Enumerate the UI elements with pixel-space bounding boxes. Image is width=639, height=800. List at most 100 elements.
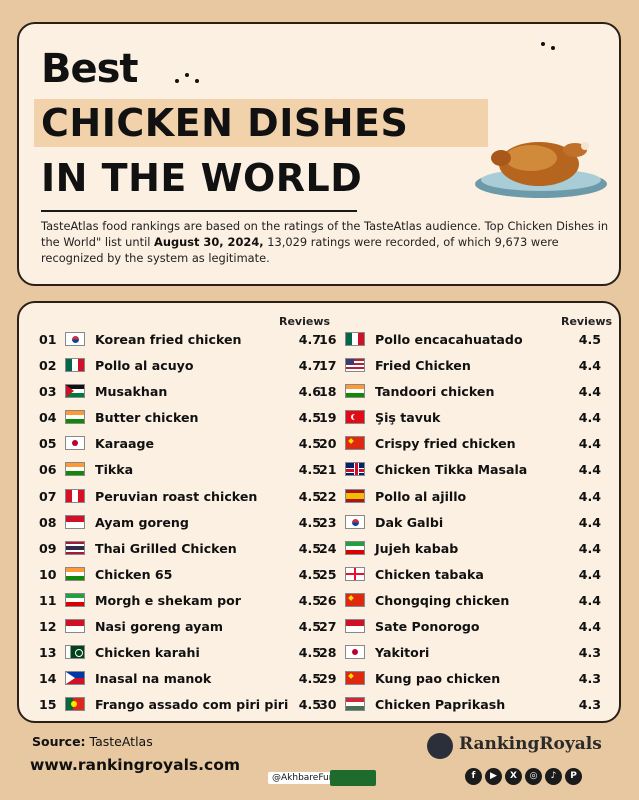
channel-logo-icon	[330, 770, 376, 786]
ranking-row: 09 Thai Grilled Chicken 4.5	[39, 536, 321, 562]
rank-number: 24	[319, 540, 337, 556]
dish-name: Pollo al ajillo	[375, 488, 467, 504]
rank-number: 28	[319, 645, 337, 661]
ranking-row: 07 Peruvian roast chicken 4.5	[39, 484, 321, 510]
review-score: 4.5	[578, 332, 601, 347]
facebook-icon[interactable]: f	[465, 768, 482, 785]
rank-number: 03	[39, 384, 57, 400]
dish-name: Dak Galbi	[375, 514, 444, 530]
dish-name: Tandoori chicken	[375, 384, 495, 400]
review-score: 4.4	[578, 592, 601, 608]
review-score: 4.5	[298, 592, 321, 608]
country-flag-icon	[345, 358, 365, 373]
dish-name: Musakhan	[95, 384, 168, 400]
country-flag-icon	[65, 436, 85, 451]
review-score: 4.5	[298, 619, 321, 635]
rank-number: 04	[39, 410, 57, 426]
social-icons: f ▶ X ◎ ♪ P	[465, 763, 585, 785]
rank-number: 07	[39, 488, 57, 504]
dish-name: Kung pao chicken	[375, 671, 501, 687]
ranking-row: 12 Nasi goreng ayam 4.5	[39, 614, 321, 640]
reviews-header-left: Reviews	[279, 315, 331, 328]
rank-number: 05	[39, 436, 57, 452]
review-score: 4.5	[298, 488, 321, 504]
country-flag-icon	[345, 514, 365, 529]
decorative-dots-icon	[175, 73, 199, 83]
tiktok-icon[interactable]: ♪	[545, 768, 562, 785]
country-flag-icon	[65, 592, 85, 607]
ranking-row: 08 Ayam goreng 4.5	[39, 510, 321, 536]
rank-number: 29	[319, 671, 337, 687]
pinterest-icon[interactable]: P	[565, 768, 582, 785]
country-flag-icon	[345, 697, 365, 712]
rank-number: 30	[319, 697, 337, 713]
rank-number: 22	[319, 488, 337, 504]
dish-name: Butter chicken	[95, 410, 199, 426]
youtube-icon[interactable]: ▶	[485, 768, 502, 785]
dish-name: Frango assado com piri piri	[95, 697, 289, 713]
ranking-row: 05 Karaage 4.5	[39, 431, 321, 457]
review-score: 4.5	[298, 540, 321, 556]
ranking-row: 13 Chicken karahi 4.5	[39, 640, 321, 666]
header-card: Best CHICKEN DISHES IN THE WORLD TasteAt…	[17, 22, 621, 286]
review-score: 4.3	[578, 697, 601, 713]
country-flag-icon	[65, 566, 85, 581]
review-score: 4.5	[298, 462, 321, 478]
country-flag-icon	[65, 358, 85, 373]
title-divider	[41, 210, 357, 212]
dish-name: Chongqing chicken	[375, 592, 510, 608]
review-score: 4.7	[298, 332, 321, 347]
dish-name: Korean fried chicken	[95, 332, 242, 347]
country-flag-icon	[345, 540, 365, 555]
rank-number: 06	[39, 462, 57, 478]
country-flag-icon	[65, 410, 85, 425]
dish-name: Chicken Paprikash	[375, 697, 506, 713]
dish-name: Chicken 65	[95, 566, 173, 582]
dish-name: Jujeh kabab	[375, 540, 459, 556]
dish-name: Pollo al acuyo	[95, 358, 194, 374]
review-score: 4.4	[578, 436, 601, 452]
rank-number: 19	[319, 410, 337, 426]
ranking-row: 27 Sate Ponorogo 4.4	[319, 614, 601, 640]
review-score: 4.5	[298, 410, 321, 426]
dish-name: Pollo encacahuatado	[375, 332, 523, 347]
rank-number: 01	[39, 332, 57, 347]
dish-name: Chicken karahi	[95, 645, 200, 661]
ranking-row: 02 Pollo al acuyo 4.7	[39, 353, 321, 379]
dish-name: Ayam goreng	[95, 514, 189, 530]
ranking-row: 21 Chicken Tikka Masala 4.4	[319, 457, 601, 483]
review-score: 4.5	[298, 645, 321, 661]
dish-name: Chicken Tikka Masala	[375, 462, 528, 478]
country-flag-icon	[65, 645, 85, 660]
review-score: 4.5	[298, 514, 321, 530]
instagram-icon[interactable]: ◎	[525, 768, 542, 785]
country-flag-icon	[345, 488, 365, 503]
dish-name: Chicken tabaka	[375, 566, 484, 582]
x-icon[interactable]: X	[505, 768, 522, 785]
rank-number: 27	[319, 619, 337, 635]
title-best: Best	[41, 46, 139, 92]
rank-number: 15	[39, 697, 57, 713]
ranking-row: 06 Tikka 4.5	[39, 457, 321, 483]
review-score: 4.4	[578, 566, 601, 582]
dish-name: Inasal na manok	[95, 671, 212, 687]
country-flag-icon	[65, 488, 85, 503]
rank-number: 12	[39, 619, 57, 635]
ranking-row: 26 Chongqing chicken 4.4	[319, 588, 601, 614]
review-score: 4.7	[298, 358, 321, 374]
rank-number: 25	[319, 566, 337, 582]
website-link[interactable]: www.rankingroyals.com	[30, 756, 241, 774]
dish-name: Morgh e shekam por	[95, 592, 241, 608]
ranking-list-card: Reviews Reviews 01 Korean fried chicken 4.…	[17, 301, 621, 723]
dish-name: Fried Chicken	[375, 358, 471, 374]
rank-number: 18	[319, 384, 337, 400]
rank-number: 16	[319, 332, 337, 347]
ranking-column-left: 01 Korean fried chicken 4.7 02 Pollo al acuy…	[39, 327, 321, 718]
review-score: 4.5	[298, 697, 321, 713]
ranking-row: 25 Chicken tabaka 4.4	[319, 562, 601, 588]
ranking-row: 23 Dak Galbi 4.4	[319, 510, 601, 536]
rank-number: 17	[319, 358, 337, 374]
country-flag-icon	[65, 671, 85, 686]
rank-number: 10	[39, 566, 57, 582]
review-score: 4.4	[578, 488, 601, 504]
